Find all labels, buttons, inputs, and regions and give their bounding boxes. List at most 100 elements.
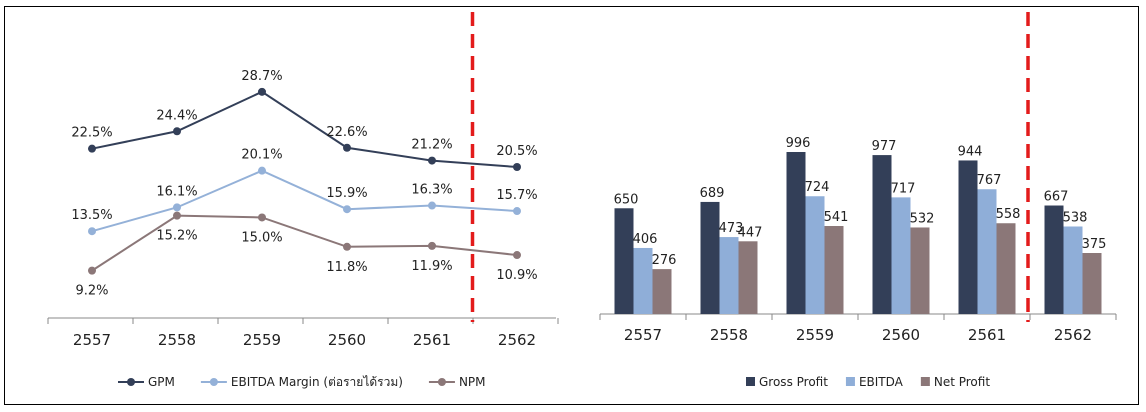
bar-data-label: 767	[977, 173, 1002, 188]
bar-data-label: 667	[1044, 190, 1069, 205]
line-chart-x-tick-label: 2557	[73, 331, 111, 349]
line-legend-swatch-marker	[127, 378, 135, 386]
line-data-label: 20.1%	[241, 148, 282, 163]
bar-data-label: 944	[958, 144, 983, 159]
bar-gross-profit	[958, 160, 978, 314]
line-point	[343, 205, 351, 214]
line-point	[428, 201, 436, 210]
bar-data-label: 447	[738, 225, 763, 240]
bar-chart-x-tick-label: 2561	[968, 326, 1006, 344]
bar-chart-x-tick-label: 2558	[710, 326, 748, 344]
bar-ebitda	[977, 189, 997, 314]
bar-ebitda	[1063, 226, 1083, 314]
line-point	[343, 242, 351, 251]
line-data-label: 16.3%	[411, 183, 452, 198]
bar-legend-swatch	[920, 377, 930, 386]
bar-net-profit	[1082, 253, 1102, 314]
line-chart-x-tick-label: 2562	[498, 331, 536, 349]
line-point	[88, 144, 96, 153]
bar-ebitda	[719, 237, 739, 314]
line-point	[258, 213, 266, 222]
bar-legend-label: Net Profit	[934, 375, 990, 389]
line-point	[513, 163, 521, 172]
line-data-label: 15.9%	[326, 186, 367, 201]
bar-chart-x-tick-label: 2559	[796, 326, 834, 344]
line-data-label: 10.9%	[496, 268, 537, 283]
line-data-label: 22.6%	[326, 125, 367, 140]
line-legend-label: EBITDA Margin (ต่อรายได้รวม)	[231, 375, 403, 389]
bar-net-profit	[738, 241, 758, 314]
line-data-label: 15.0%	[241, 230, 282, 245]
line-chart-x-tick-label: 2560	[328, 331, 366, 349]
line-data-label: 15.2%	[156, 229, 197, 244]
line-point	[258, 166, 266, 175]
chart-frame	[4, 6, 1139, 405]
bar-data-label: 717	[891, 181, 916, 196]
line-data-label: 15.7%	[496, 188, 537, 203]
line-data-label: 11.8%	[326, 260, 367, 275]
line-point	[173, 203, 181, 212]
bar-chart-x-tick-label: 2562	[1054, 326, 1092, 344]
bar-net-profit	[824, 226, 844, 314]
bar-ebitda	[891, 197, 911, 314]
bar-legend-swatch	[746, 377, 755, 386]
bar-data-label: 724	[805, 180, 830, 195]
line-legend-swatch-marker	[437, 378, 446, 386]
line-point	[428, 241, 436, 250]
bar-gross-profit	[700, 201, 720, 314]
bar-legend-label: EBITDA	[859, 375, 904, 389]
bar-net-profit	[996, 223, 1016, 314]
line-point	[258, 87, 266, 96]
bar-data-label: 541	[824, 210, 849, 225]
bar-net-profit	[652, 269, 672, 314]
line-data-label: 28.7%	[241, 69, 282, 84]
line-chart-x-tick-label: 2558	[158, 331, 196, 349]
line-legend-label: GPM	[148, 375, 175, 389]
bar-data-label: 977	[872, 139, 897, 154]
line-point	[173, 211, 181, 220]
bar-gross-profit	[614, 208, 634, 314]
bar-data-label: 276	[652, 253, 677, 268]
line-chart-x-tick-label: 2561	[413, 331, 451, 349]
bar-data-label: 996	[786, 136, 811, 151]
line-series-1	[91, 90, 518, 169]
bar-ebitda	[633, 247, 653, 314]
line-data-label: 24.4%	[156, 108, 197, 123]
line-data-label: 9.2%	[75, 284, 108, 299]
line-data-label: 22.5%	[71, 126, 112, 141]
line-data-label: 16.1%	[156, 184, 197, 199]
bar-data-label: 532	[910, 211, 935, 226]
line-point	[428, 156, 436, 165]
bar-legend-swatch	[845, 377, 855, 386]
line-data-label: 21.2%	[411, 138, 452, 153]
line-point	[173, 127, 181, 136]
line-data-label: 20.5%	[496, 144, 537, 159]
line-legend-swatch-marker	[209, 378, 218, 386]
bar-data-label: 538	[1063, 210, 1088, 225]
bar-data-label: 689	[700, 186, 725, 201]
bar-data-label: 375	[1082, 237, 1107, 252]
bar-net-profit	[910, 227, 930, 314]
bar-gross-profit	[1044, 205, 1064, 314]
bar-chart-x-tick-label: 2560	[882, 326, 920, 344]
bar-chart-x-tick-label: 2557	[624, 326, 662, 344]
bar-gross-profit	[786, 152, 806, 314]
bar-gross-profit	[872, 155, 892, 314]
bar-data-label: 650	[614, 192, 639, 207]
line-series-2	[91, 169, 518, 233]
bar-data-label: 406	[633, 232, 658, 247]
line-point	[88, 266, 96, 275]
line-data-label: 11.9%	[411, 259, 452, 274]
line-point	[88, 227, 96, 236]
bar-data-label: 558	[996, 207, 1021, 222]
line-data-label: 13.5%	[71, 208, 112, 223]
line-point	[343, 143, 351, 152]
bar-data-label: 473	[719, 221, 744, 236]
line-legend-label: NPM	[459, 375, 486, 389]
line-point	[513, 207, 521, 216]
line-series-3	[91, 214, 518, 272]
bar-ebitda	[805, 196, 825, 314]
bar-legend-label: Gross Profit	[759, 375, 828, 389]
line-chart-x-tick-label: 2559	[243, 331, 281, 349]
